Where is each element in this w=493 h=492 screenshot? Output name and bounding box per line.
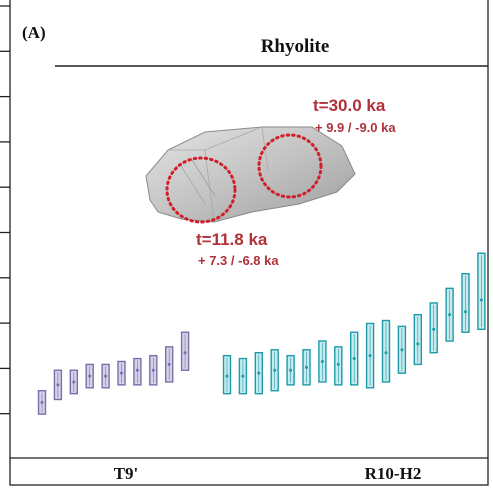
plot-frame bbox=[9, 0, 489, 486]
data-point bbox=[88, 374, 92, 378]
data-point bbox=[352, 357, 356, 361]
data-point bbox=[135, 368, 139, 372]
data-point bbox=[336, 362, 340, 366]
spot-1-error: + 9.9 / -9.0 ka bbox=[315, 120, 396, 135]
data-point bbox=[400, 348, 404, 352]
data-point bbox=[40, 400, 44, 404]
data-point bbox=[167, 362, 171, 366]
data-point bbox=[384, 351, 388, 355]
data-point bbox=[72, 380, 76, 384]
crystal-fractures bbox=[179, 159, 216, 205]
data-point bbox=[273, 368, 277, 372]
data-point bbox=[432, 327, 436, 331]
data-point bbox=[479, 298, 483, 302]
panel-label: (A) bbox=[22, 23, 46, 42]
error-bar-series bbox=[37, 252, 486, 415]
data-point bbox=[56, 383, 60, 387]
spot-circle-1 bbox=[257, 133, 323, 199]
data-point bbox=[416, 342, 420, 346]
spot-2-error: + 7.3 / -6.8 ka bbox=[198, 253, 279, 268]
data-point bbox=[464, 310, 467, 314]
data-point bbox=[104, 374, 108, 378]
data-point bbox=[320, 359, 324, 363]
data-point bbox=[225, 374, 229, 378]
data-point bbox=[183, 351, 187, 355]
data-point bbox=[257, 371, 261, 375]
data-point bbox=[151, 368, 155, 372]
crystal-image bbox=[145, 126, 356, 224]
data-point bbox=[120, 371, 123, 375]
group-label-r10h2: R10-H2 bbox=[365, 464, 422, 483]
data-point bbox=[305, 365, 308, 369]
group-label-t9: T9' bbox=[114, 464, 139, 483]
data-point bbox=[368, 354, 372, 358]
spot-circle-2 bbox=[165, 156, 237, 224]
data-point bbox=[289, 368, 293, 372]
data-point bbox=[241, 374, 245, 378]
spot-2-age: t=11.8 ka bbox=[196, 230, 268, 249]
data-point bbox=[448, 313, 452, 317]
y-axis-ticks bbox=[0, 5, 10, 415]
spot-1-age: t=30.0 ka bbox=[313, 96, 386, 115]
chart-title: Rhyolite bbox=[261, 36, 330, 57]
crystal-grain bbox=[145, 126, 356, 223]
